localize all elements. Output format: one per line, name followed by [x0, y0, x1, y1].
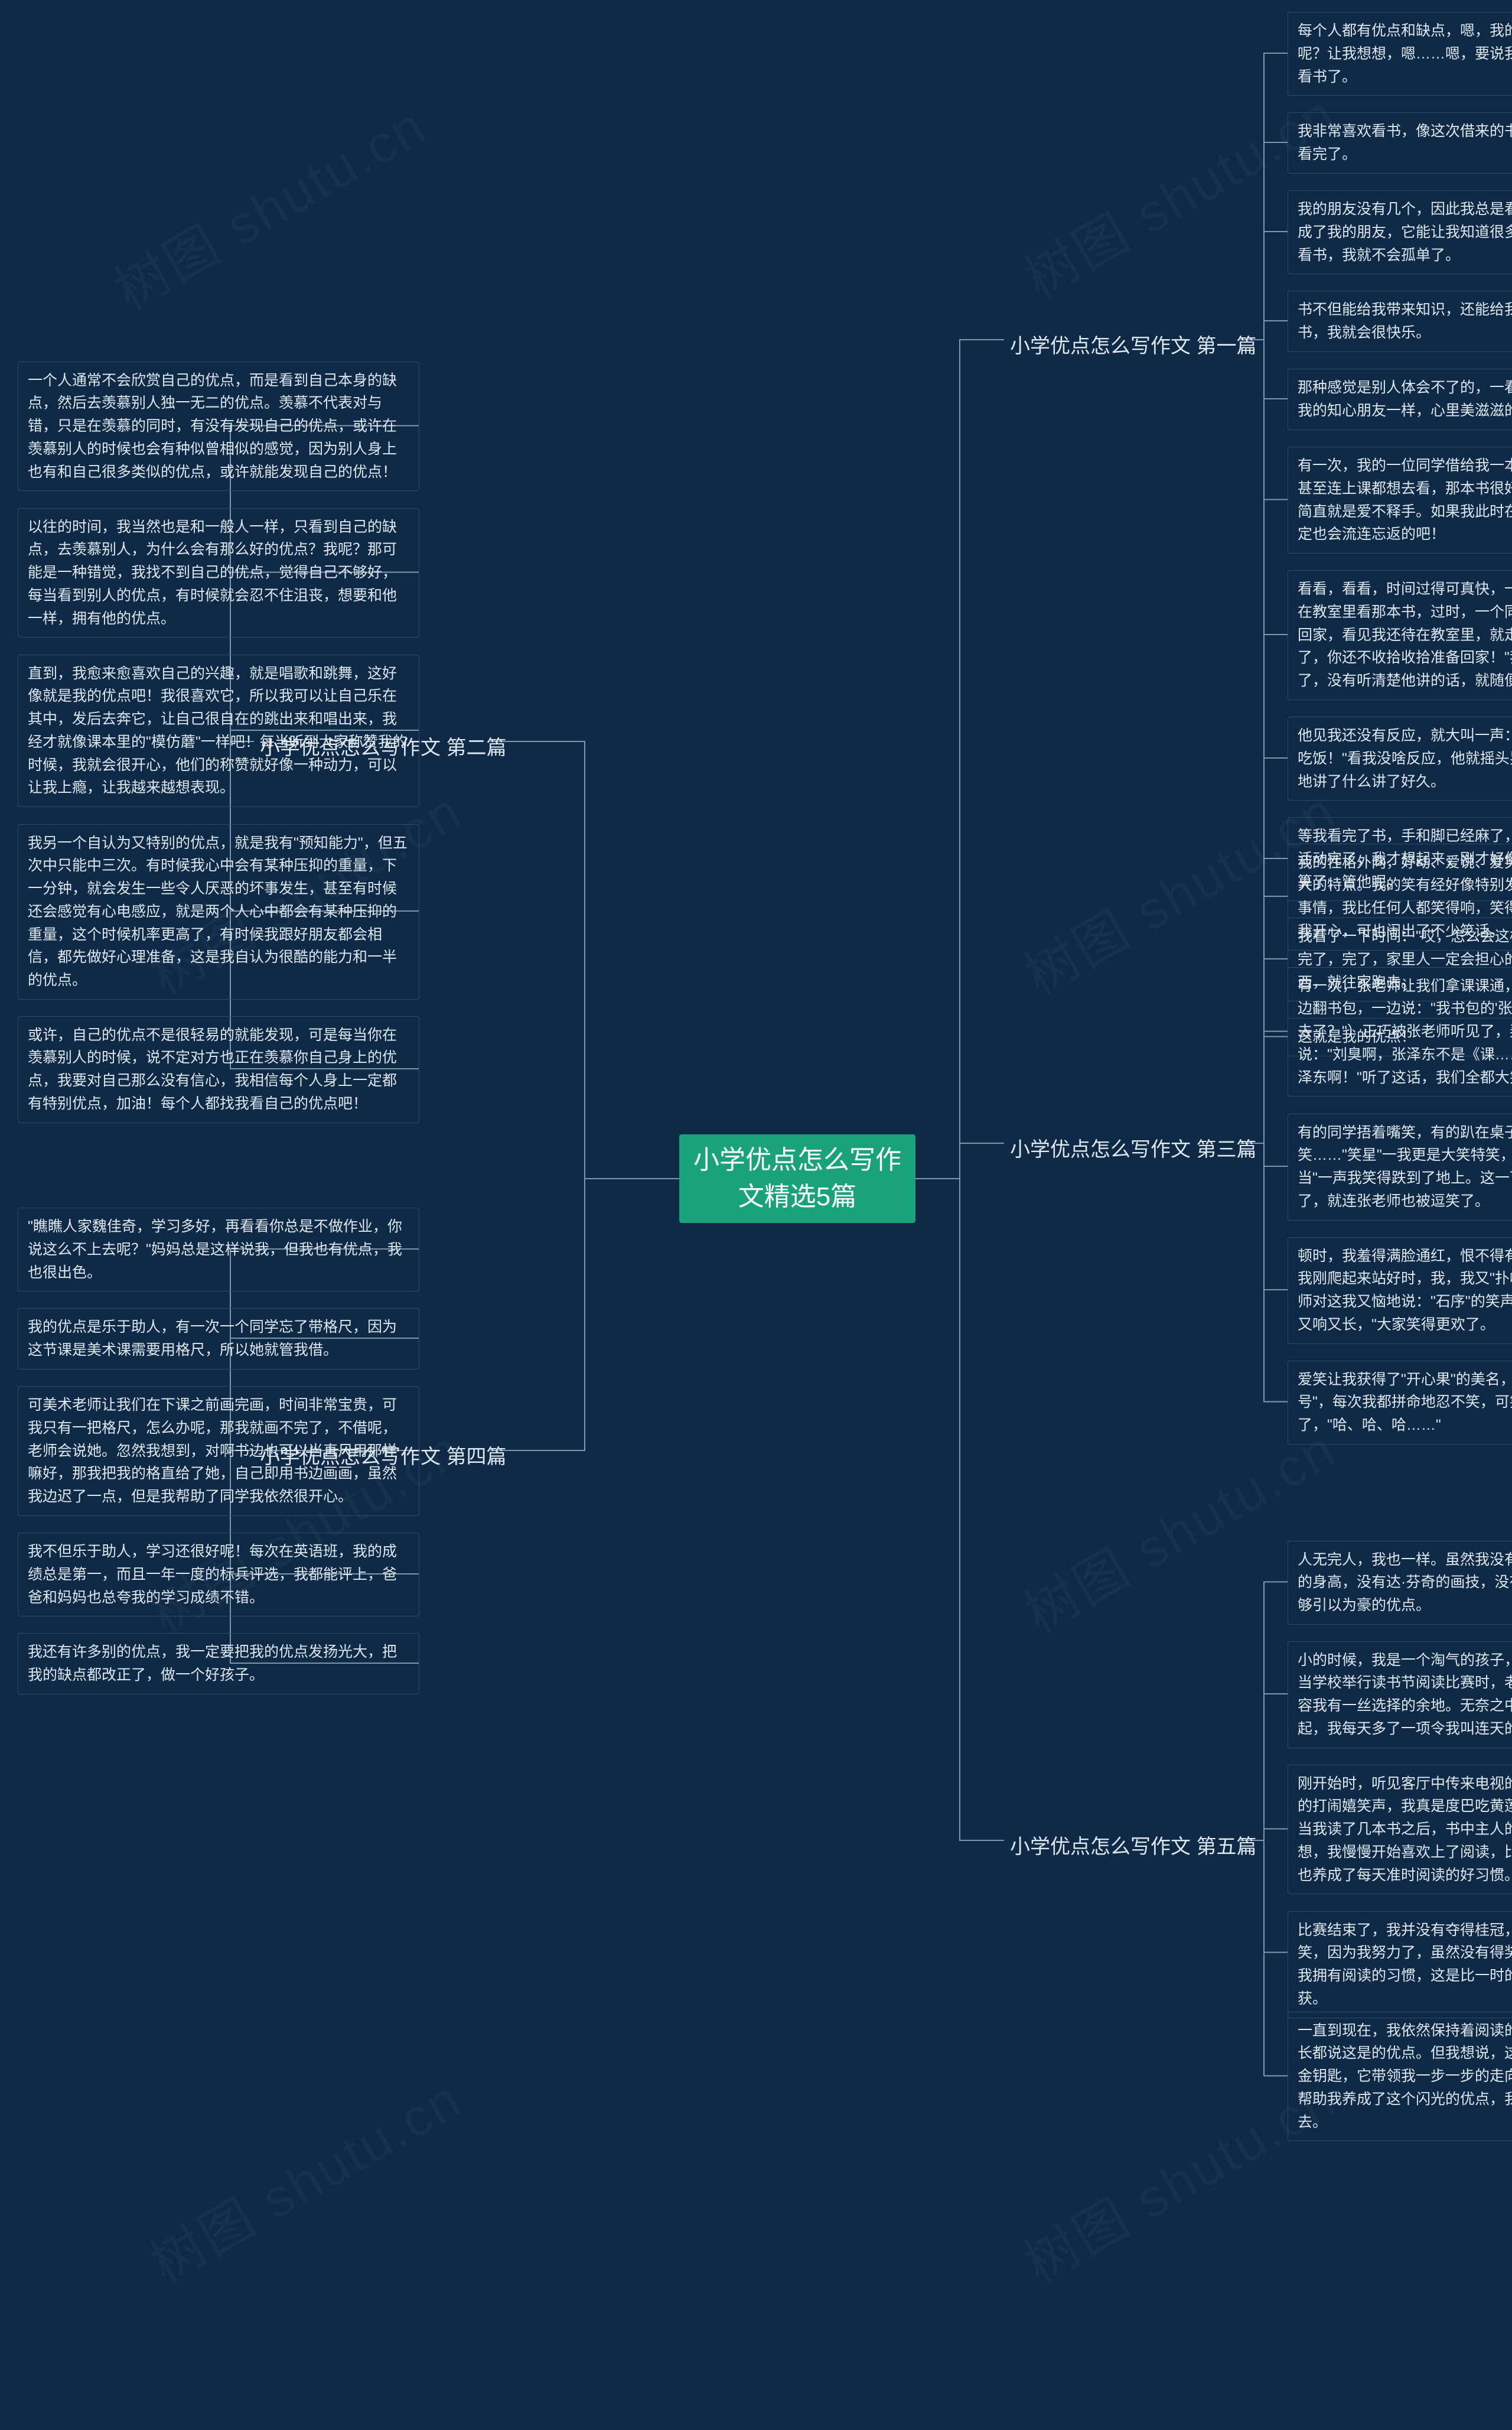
leaf-node: 可美术老师让我们在下课之前画完画，时间非常宝贵，可我只有一把格尺，怎么办呢，那我…: [18, 1386, 419, 1516]
leaf-node: 顿时，我羞得满脸通红，恨不得有条地缝钻进去，可，可我刚爬起来站好时，我，我又"扑…: [1288, 1237, 1512, 1344]
leaf-node: 我的朋友没有几个，因此我总是看书，久而久之，书就变成了我的朋友，它能让我知道很多…: [1288, 190, 1512, 274]
center-node: 小学优点怎么写作文精选5篇: [679, 1134, 915, 1223]
leaf-node: 有一次，张老师让我们拿课课通，同学刘臭忘带了，他一边翻书包，一边说："我书包的'…: [1288, 967, 1512, 1097]
section-s3: 小学优点怎么写作文 第三篇: [1004, 1128, 1240, 1167]
leaf-node: 一直到现在，我依然保持着阅读的习惯。老师，同学，家长都说这是的优点。但我想说，这…: [1288, 2012, 1512, 2142]
leaf-node: 我还有许多别的优点，我一定要把我的优点发扬光大，把我的缺点都改正了，做一个好孩子…: [18, 1633, 419, 1694]
leaf-node: 我另一个自认为又特别的优点，就是我有"预知能力"，但五次中只能中三次。有时候我心…: [18, 824, 419, 1000]
leaf-node: "瞧瞧人家魏佳奇，学习多好，再看看你总是不做作业，你说这么不上去呢？"妈妈总是这…: [18, 1208, 419, 1292]
leaf-node: 看看，看看，时间过得可真快，一下子就放学了。我还待在教室里看那本书，过时，一个同…: [1288, 570, 1512, 700]
leaf-node: 小的时候，我是一个淘气的孩子，从来不喜读书。可是，当学校举行读书节阅读比赛时，老…: [1288, 1641, 1512, 1748]
watermark: 树图 shutu.cn: [99, 83, 438, 324]
leaf-node: 我非常喜欢看书，像这次借来的书，我只看了两天就全部看完了。: [1288, 112, 1512, 174]
section-s5: 小学优点怎么写作文 第五篇: [1004, 1826, 1240, 1864]
leaf-node: 书不但能给我带来知识，还能给我带来快乐，只要一看书，我就会很快乐。: [1288, 291, 1512, 352]
leaf-node: 比赛结束了，我并没有夺得桂冠，但是，我却露出了微笑，因为我努力了，虽然没有得奖，…: [1288, 1911, 1512, 2018]
leaf-node: 或许，自己的优点不是很轻易的就能发现，可是每当你在羡慕别人的时候，说不定对方也正…: [18, 1016, 419, 1123]
leaf-node: 我不但乐于助人，学习还很好呢！每次在英语班，我的成绩总是第一，而且一年一度的标兵…: [18, 1533, 419, 1616]
leaf-node: 每个人都有优点和缺点，嗯，我的优点，我的优点是什么呢？让我想想，嗯……嗯，要说我…: [1288, 12, 1512, 96]
section-s1: 小学优点怎么写作文 第一篇: [1004, 325, 1240, 363]
leaf-node: 有一次，我的一位同学借给我一本书，我一有时间就看，甚至连上课都想去看，那本书很好…: [1288, 447, 1512, 554]
leaf-node: 直到，我愈来愈喜欢自己的兴趣，就是唱歌和跳舞，这好像就是我的优点吧！我很喜欢它，…: [18, 655, 419, 808]
leaf-node: 有的同学捂着嘴笑，有的趴在桌子上笑，还有的捂着肚子笑……"笑星"一我更是大笑特笑…: [1288, 1114, 1512, 1221]
leaf-node: 爱笑让我获得了"开心果"的美名，也让我获得了"笑星"的"雅号"，每次我都拼命地忍…: [1288, 1361, 1512, 1445]
leaf-node: 他见我还没有反应，就大叫一声："书呆女，你妈喊你回家吃饭！"看我没啥反应，他就摇…: [1288, 717, 1512, 801]
watermark: 树图 shutu.cn: [134, 2057, 474, 2297]
leaf-node: 我的性格外向，好动、爱说、爱笑……但爱笑好像是我最大的特点。我的笑有经好像特别发…: [1288, 844, 1512, 951]
leaf-node: 一个人通常不会欣赏自己的优点，而是看到自己本身的缺点，然后去羡慕别人独一无二的优…: [18, 362, 419, 492]
leaf-node: 人无完人，我也一样。虽然我没有刘翔的速度，没有姚明的身高，没有达·芬奇的画技，没…: [1288, 1541, 1512, 1625]
leaf-node: 我的优点是乐于助人，有一次一个同学忘了带格尺，因为这节课是美术课需要用格尺，所以…: [18, 1308, 419, 1369]
leaf-node: 刚开始时，听见客厅中传来电视的声音，楼下传来小朋友的打闹嬉笑声，我真是度巴吃黄莲…: [1288, 1765, 1512, 1895]
leaf-node: 以往的时间，我当然也是和一般人一样，只看到自己的缺点，去羡慕别人，为什么会有那么…: [18, 508, 419, 638]
leaf-node: 那种感觉是别人体会不了的，一看到书，我就好像见到了我的知心朋友一样，心里美滋滋的…: [1288, 369, 1512, 430]
